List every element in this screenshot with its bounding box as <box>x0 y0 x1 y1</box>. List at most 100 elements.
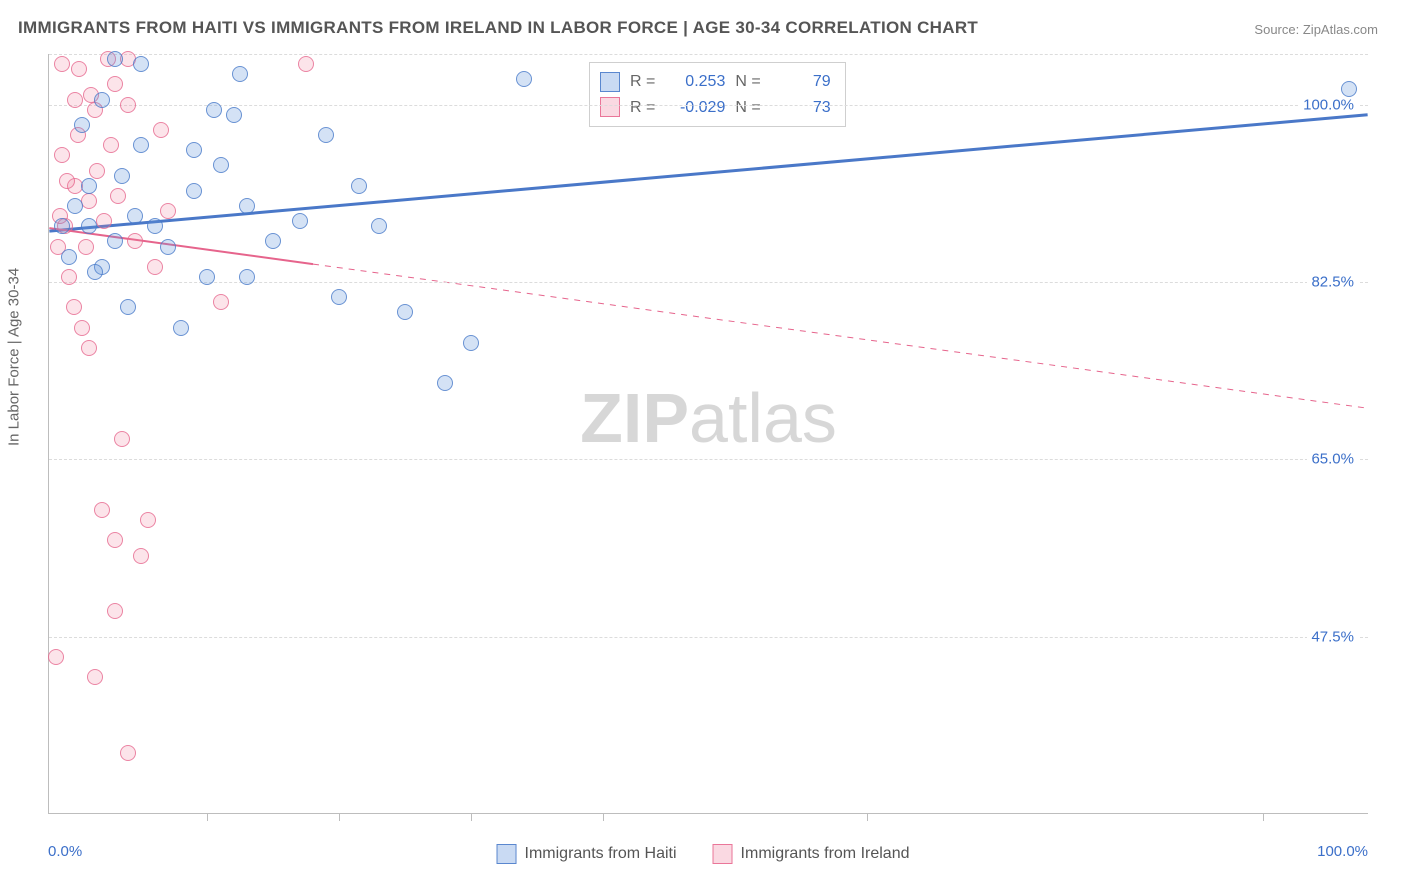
data-point <box>96 213 112 229</box>
data-point <box>331 289 347 305</box>
data-point <box>114 431 130 447</box>
data-point <box>54 218 70 234</box>
data-point <box>147 218 163 234</box>
x-tick <box>867 813 868 821</box>
data-point <box>239 198 255 214</box>
n-value-a: 79 <box>771 69 831 95</box>
data-point <box>54 147 70 163</box>
data-point <box>437 375 453 391</box>
data-point <box>74 117 90 133</box>
data-point <box>94 92 110 108</box>
data-point <box>107 532 123 548</box>
data-point <box>186 142 202 158</box>
data-point <box>107 76 123 92</box>
y-tick-label: 82.5% <box>1307 274 1358 291</box>
y-tick-label: 100.0% <box>1299 96 1358 113</box>
data-point <box>48 649 64 665</box>
legend-row-b: R = -0.029 N = 73 <box>600 95 831 121</box>
data-point <box>107 51 123 67</box>
data-point <box>120 745 136 761</box>
gridline <box>49 637 1368 638</box>
legend-row-a: R = 0.253 N = 79 <box>600 69 831 95</box>
data-point <box>160 239 176 255</box>
data-point <box>67 198 83 214</box>
data-point <box>107 233 123 249</box>
gridline <box>49 459 1368 460</box>
data-point <box>371 218 387 234</box>
data-point <box>239 269 255 285</box>
data-point <box>87 264 103 280</box>
data-point <box>61 249 77 265</box>
n-value-b: 73 <box>771 95 831 121</box>
data-point <box>87 669 103 685</box>
source-link[interactable]: ZipAtlas.com <box>1303 22 1378 37</box>
x-min-label: 0.0% <box>48 843 82 860</box>
data-point <box>213 294 229 310</box>
data-point <box>463 335 479 351</box>
gridline <box>49 105 1368 106</box>
r-label-b: R = <box>630 95 655 121</box>
data-point <box>226 107 242 123</box>
legend-swatch-b <box>713 844 733 864</box>
data-point <box>133 137 149 153</box>
y-tick-label: 47.5% <box>1307 628 1358 645</box>
x-tick <box>603 813 604 821</box>
swatch-a <box>600 72 620 92</box>
data-point <box>89 163 105 179</box>
data-point <box>81 340 97 356</box>
data-point <box>199 269 215 285</box>
y-axis-title: In Labor Force | Age 30-34 <box>6 268 23 446</box>
gridline <box>49 54 1368 55</box>
r-value-b: -0.029 <box>665 95 725 121</box>
data-point <box>127 233 143 249</box>
data-point <box>103 137 119 153</box>
data-point <box>120 299 136 315</box>
data-point <box>74 320 90 336</box>
data-point <box>114 168 130 184</box>
data-point <box>351 178 367 194</box>
correlation-legend: R = 0.253 N = 79 R = -0.029 N = 73 <box>589 62 846 127</box>
data-point <box>110 188 126 204</box>
data-point <box>292 213 308 229</box>
data-point <box>133 548 149 564</box>
scatter-plot: ZIPatlas R = 0.253 N = 79 R = -0.029 N =… <box>48 54 1368 814</box>
legend-swatch-a <box>497 844 517 864</box>
data-point <box>153 122 169 138</box>
n-label-b: N = <box>735 95 760 121</box>
data-point <box>318 127 334 143</box>
data-point <box>232 66 248 82</box>
data-point <box>397 304 413 320</box>
trend-lines <box>49 54 1368 813</box>
data-point <box>71 61 87 77</box>
data-point <box>107 603 123 619</box>
r-value-a: 0.253 <box>665 69 725 95</box>
data-point <box>81 178 97 194</box>
chart-title: IMMIGRANTS FROM HAITI VS IMMIGRANTS FROM… <box>18 18 978 38</box>
data-point <box>61 269 77 285</box>
r-label-a: R = <box>630 69 655 95</box>
legend-label-a: Immigrants from Haiti <box>525 845 677 863</box>
legend-label-b: Immigrants from Ireland <box>741 845 910 863</box>
data-point <box>66 299 82 315</box>
swatch-b <box>600 97 620 117</box>
data-point <box>120 97 136 113</box>
data-point <box>160 203 176 219</box>
x-tick <box>339 813 340 821</box>
legend-item-b: Immigrants from Ireland <box>713 844 910 864</box>
data-point <box>67 92 83 108</box>
data-point <box>54 56 70 72</box>
data-point <box>140 512 156 528</box>
data-point <box>173 320 189 336</box>
data-point <box>59 173 75 189</box>
data-point <box>78 239 94 255</box>
x-tick <box>1263 813 1264 821</box>
data-point <box>133 56 149 72</box>
data-point <box>265 233 281 249</box>
data-point <box>206 102 222 118</box>
data-point <box>298 56 314 72</box>
data-point <box>213 157 229 173</box>
x-tick <box>471 813 472 821</box>
data-point <box>186 183 202 199</box>
source-label: Source: <box>1254 22 1299 37</box>
legend-item-a: Immigrants from Haiti <box>497 844 677 864</box>
